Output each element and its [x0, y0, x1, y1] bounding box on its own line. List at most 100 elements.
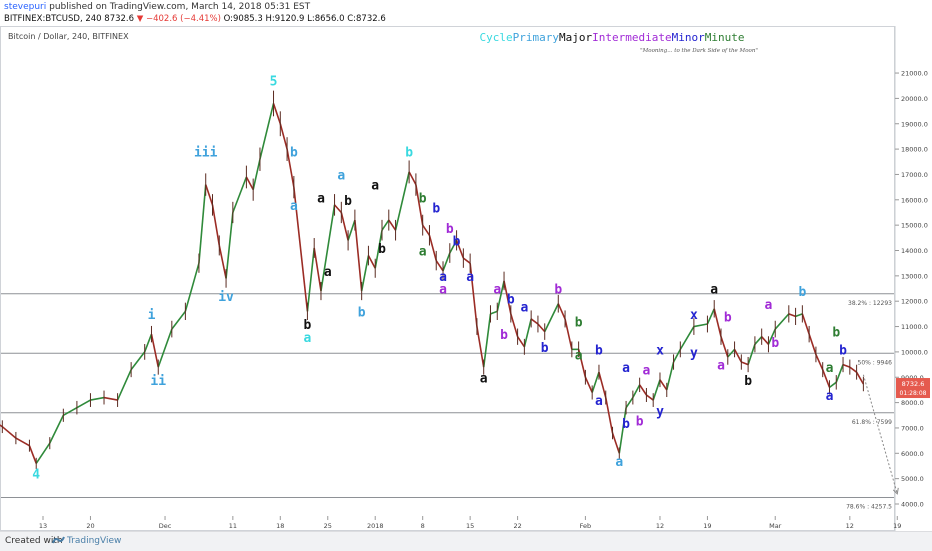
publish-line: stevepuri published on TradingView.com, …	[4, 2, 310, 12]
projection-line	[862, 374, 898, 494]
current-price-box	[896, 378, 930, 399]
wave-label-3: b	[405, 146, 413, 161]
price-segment	[665, 361, 675, 391]
x-tick-label-4: 18	[276, 522, 284, 530]
x-tick-label-1: 20	[86, 522, 94, 530]
price-segment	[638, 384, 648, 396]
price-segment	[204, 184, 214, 206]
price-segment	[821, 369, 831, 388]
published-text: published on TradingView.com, March 14, …	[46, 2, 311, 12]
wave-label-21: a	[710, 283, 718, 298]
price-segment	[482, 313, 492, 368]
current-price-tag: 8732.6 01:28:08	[896, 378, 930, 399]
price-segment	[279, 123, 288, 150]
y-tick-label-3: 7000.0	[901, 424, 924, 432]
y-tick-label-5: 9000.0	[901, 374, 924, 382]
price-segment	[245, 176, 254, 191]
price-segment	[591, 371, 600, 393]
wave-label-28: a	[826, 361, 834, 376]
x-tick-label-11: 12	[656, 522, 664, 530]
y-tick-label-14: 18000.0	[901, 146, 928, 154]
price-segment	[516, 336, 526, 348]
price-segment	[604, 397, 614, 434]
wave-label-52: y	[656, 404, 664, 419]
price-change: ▼ −402.6 (−4.41%)	[136, 14, 221, 24]
tradingview-brand[interactable]: TradingView	[67, 536, 122, 546]
wave-degree-legend: CyclePrimaryMajorIntermediateMinorMinute	[480, 31, 745, 44]
bar-countdown-label: 01:28:08	[900, 390, 927, 397]
x-tick-label-2: Dec	[159, 522, 172, 530]
price-segment	[659, 379, 668, 391]
price-segment	[90, 396, 105, 401]
wave-label-27: b	[832, 326, 840, 341]
wave-label-43: a	[466, 270, 474, 285]
price-segment	[184, 262, 200, 312]
price-segment	[347, 219, 356, 241]
price-segment	[143, 333, 153, 353]
price-segment	[808, 333, 817, 355]
last-price: 8732.6	[104, 14, 135, 24]
price-segment	[693, 323, 708, 328]
wave-label-30: a	[439, 283, 447, 298]
price-segment	[490, 310, 498, 315]
price-segment	[564, 318, 573, 350]
price-segment	[679, 326, 695, 350]
price-segment	[354, 220, 363, 292]
price-segment	[422, 224, 431, 236]
wave-label-17: a	[324, 265, 332, 280]
created-with-label: Created with	[5, 536, 63, 546]
wave-label-49: b	[622, 417, 630, 432]
x-tick-label-13: Mar	[769, 522, 782, 530]
price-segment	[320, 204, 336, 292]
price-segment	[829, 381, 837, 389]
x-tick-label-5: 25	[324, 522, 332, 530]
price-segment	[428, 235, 438, 261]
author-link[interactable]: stevepuri	[4, 2, 47, 12]
x-tick-label-9: 22	[513, 522, 521, 530]
price-segment	[374, 230, 383, 269]
ohlc-values: O:9085.3 H:9120.9 L:8656.0 C:8732.6	[223, 14, 386, 24]
legend-word-3: Intermediate	[592, 31, 671, 44]
wave-label-5: ii	[150, 374, 166, 389]
wave-label-2: a	[304, 331, 312, 346]
price-segment	[49, 414, 65, 444]
price-segment	[795, 313, 803, 318]
price-segment	[835, 364, 844, 383]
y-tick-label-7: 11000.0	[901, 323, 928, 331]
price-segment	[788, 313, 796, 318]
x-tick-label-6: 2018	[367, 522, 384, 530]
y-tick-label-9: 13000.0	[901, 272, 928, 280]
wave-label-7: iv	[218, 290, 234, 305]
wave-label-25: b	[575, 316, 583, 331]
price-segment	[415, 184, 424, 226]
wave-label-29: b	[446, 222, 454, 237]
x-tick-label-3: 11	[229, 522, 237, 530]
price-segment	[388, 219, 397, 231]
price-segment	[462, 257, 471, 264]
price-segment	[442, 252, 451, 272]
wave-label-42: b	[453, 234, 461, 249]
price-chart[interactable]: Bitcoin / Dollar, 240, BITFINEX CyclePri…	[0, 26, 932, 531]
footer-bar: Created with TradingView	[0, 531, 932, 551]
projection	[862, 374, 899, 495]
wave-label-13: b	[798, 285, 806, 300]
price-segment	[340, 212, 349, 241]
wave-label-53: x	[690, 308, 698, 323]
wave-label-24: a	[419, 245, 427, 260]
price-series	[0, 90, 865, 470]
price-segment	[503, 280, 512, 315]
price-segment	[741, 361, 749, 366]
x-tick-label-14: 12	[846, 522, 854, 530]
wave-label-11: b	[358, 305, 366, 320]
wave-label-40: b	[432, 201, 440, 216]
price-segment	[35, 442, 51, 464]
price-segment	[0, 424, 3, 428]
wave-label-33: b	[554, 283, 562, 298]
wave-label-45: a	[520, 300, 528, 315]
price-segment	[367, 255, 376, 269]
y-tick-label-13: 17000.0	[901, 171, 928, 179]
x-tick-label-10: Feb	[580, 522, 592, 530]
projection-arrowhead	[892, 487, 899, 495]
wave-label-44: b	[507, 293, 515, 308]
